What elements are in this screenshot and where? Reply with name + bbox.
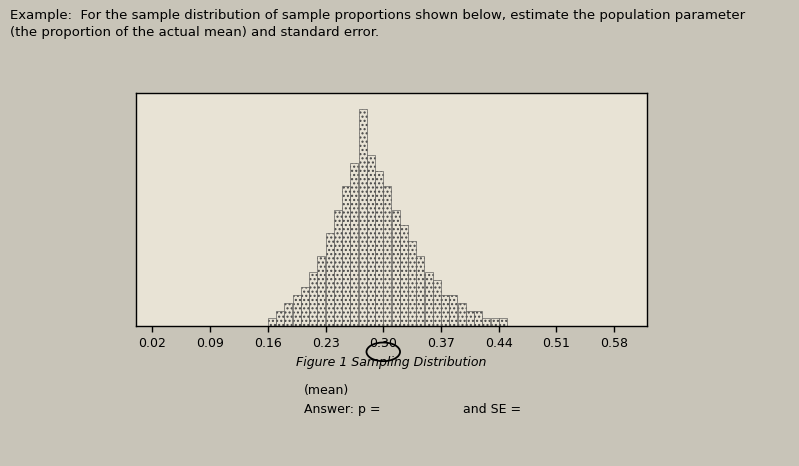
Bar <box>458 303 466 326</box>
Bar <box>416 256 424 326</box>
Bar <box>276 311 284 326</box>
Bar <box>384 186 392 326</box>
Bar <box>376 171 383 326</box>
Bar <box>359 109 367 326</box>
Bar <box>334 210 342 326</box>
Bar <box>408 241 416 326</box>
Bar <box>309 272 317 326</box>
Text: Example:  For the sample distribution of sample proportions shown below, estimat: Example: For the sample distribution of … <box>10 9 745 39</box>
Text: Figure 1 Sampling Distribution: Figure 1 Sampling Distribution <box>296 356 487 370</box>
Bar <box>441 295 449 326</box>
Bar <box>474 311 482 326</box>
Bar <box>392 210 400 326</box>
Bar <box>284 303 292 326</box>
Bar <box>425 272 432 326</box>
Bar <box>268 318 276 326</box>
Bar <box>292 295 300 326</box>
Bar <box>317 256 325 326</box>
Bar <box>351 163 358 326</box>
Bar <box>342 186 350 326</box>
Bar <box>367 155 375 326</box>
Bar <box>301 288 309 326</box>
Bar <box>466 311 474 326</box>
Bar <box>499 318 507 326</box>
Bar <box>450 295 457 326</box>
Text: and SE =: and SE = <box>463 403 522 416</box>
Bar <box>433 280 441 326</box>
Bar <box>483 318 491 326</box>
Bar <box>326 233 333 326</box>
Text: (mean): (mean) <box>304 384 349 397</box>
Bar <box>400 225 407 326</box>
Text: Answer: p =: Answer: p = <box>304 403 380 416</box>
Bar <box>491 318 499 326</box>
